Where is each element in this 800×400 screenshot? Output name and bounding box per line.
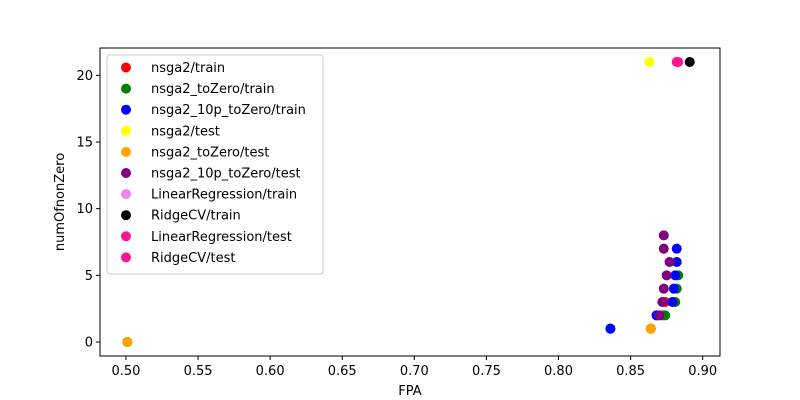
x-tick-label: 0.70	[400, 364, 429, 379]
points-layer	[122, 57, 695, 347]
legend-entry-label: nsga2_10p_toZero/test	[151, 167, 301, 182]
x-axis-ticks: 0.50 0.55 0.60 0.65 0.70 0.75 0.80 0.85 0.90	[111, 356, 717, 379]
y-axis-label: numOfnonZero	[53, 153, 68, 251]
y-tick-label: 0	[85, 336, 93, 351]
legend-marker	[121, 210, 131, 221]
data-point	[668, 283, 679, 294]
legend-marker	[121, 104, 131, 115]
data-point	[658, 283, 669, 294]
data-point	[605, 323, 616, 334]
data-point	[645, 323, 656, 334]
data-point	[657, 297, 668, 307]
legend-entry-label: nsga2/test	[151, 124, 220, 139]
legend-entry-label: LinearRegression/train	[151, 188, 297, 203]
x-axis-label: FPA	[398, 384, 421, 399]
legend-marker	[121, 83, 131, 94]
data-point	[670, 270, 681, 281]
legend-entry-label: nsga2_toZero/test	[151, 145, 269, 160]
y-tick-label: 5	[85, 269, 93, 284]
x-tick-label: 0.75	[472, 364, 501, 379]
y-tick-label: 10	[76, 202, 93, 217]
legend-entry-label: RidgeCV/train	[151, 209, 241, 224]
data-point	[122, 337, 133, 347]
data-point	[661, 270, 672, 281]
legend-marker	[121, 62, 131, 73]
data-point	[673, 57, 684, 67]
y-axis-ticks: 0 5 10 15 20	[76, 69, 100, 351]
data-point	[644, 57, 655, 67]
legend-box	[106, 54, 324, 275]
legend-marker	[121, 252, 131, 263]
x-tick-label: 0.85	[616, 364, 645, 379]
data-point	[658, 243, 669, 254]
legend-entry-label: nsga2_10p_toZero/train	[151, 103, 306, 118]
data-point	[667, 297, 678, 307]
x-tick-label: 0.55	[184, 364, 213, 379]
legend-marker	[121, 125, 131, 136]
data-point	[684, 57, 695, 67]
x-tick-label: 0.60	[256, 364, 285, 379]
data-point	[658, 230, 669, 241]
legend-entry-label: nsga2_toZero/train	[151, 82, 275, 97]
data-point	[671, 257, 682, 267]
legend-marker	[121, 189, 131, 200]
legend-entry-label: LinearRegression/test	[151, 230, 292, 245]
x-tick-label: 0.80	[544, 364, 573, 379]
legend: nsga2/train nsga2_toZero/train nsga2_10p_t…	[106, 54, 324, 275]
legend-entry-label: nsga2/train	[151, 61, 225, 76]
x-tick-label: 0.65	[328, 364, 357, 379]
y-tick-label: 15	[76, 136, 93, 151]
y-tick-label: 20	[76, 69, 93, 84]
x-tick-label: 0.90	[688, 364, 717, 379]
data-point	[654, 310, 665, 321]
legend-marker	[121, 231, 131, 242]
legend-marker	[121, 146, 131, 157]
x-tick-label: 0.50	[111, 364, 140, 379]
legend-entry-label: RidgeCV/test	[151, 251, 235, 266]
plot-area-frame	[99, 47, 721, 357]
legend-marker	[121, 168, 131, 178]
data-point	[671, 243, 682, 254]
data-point	[664, 257, 675, 267]
